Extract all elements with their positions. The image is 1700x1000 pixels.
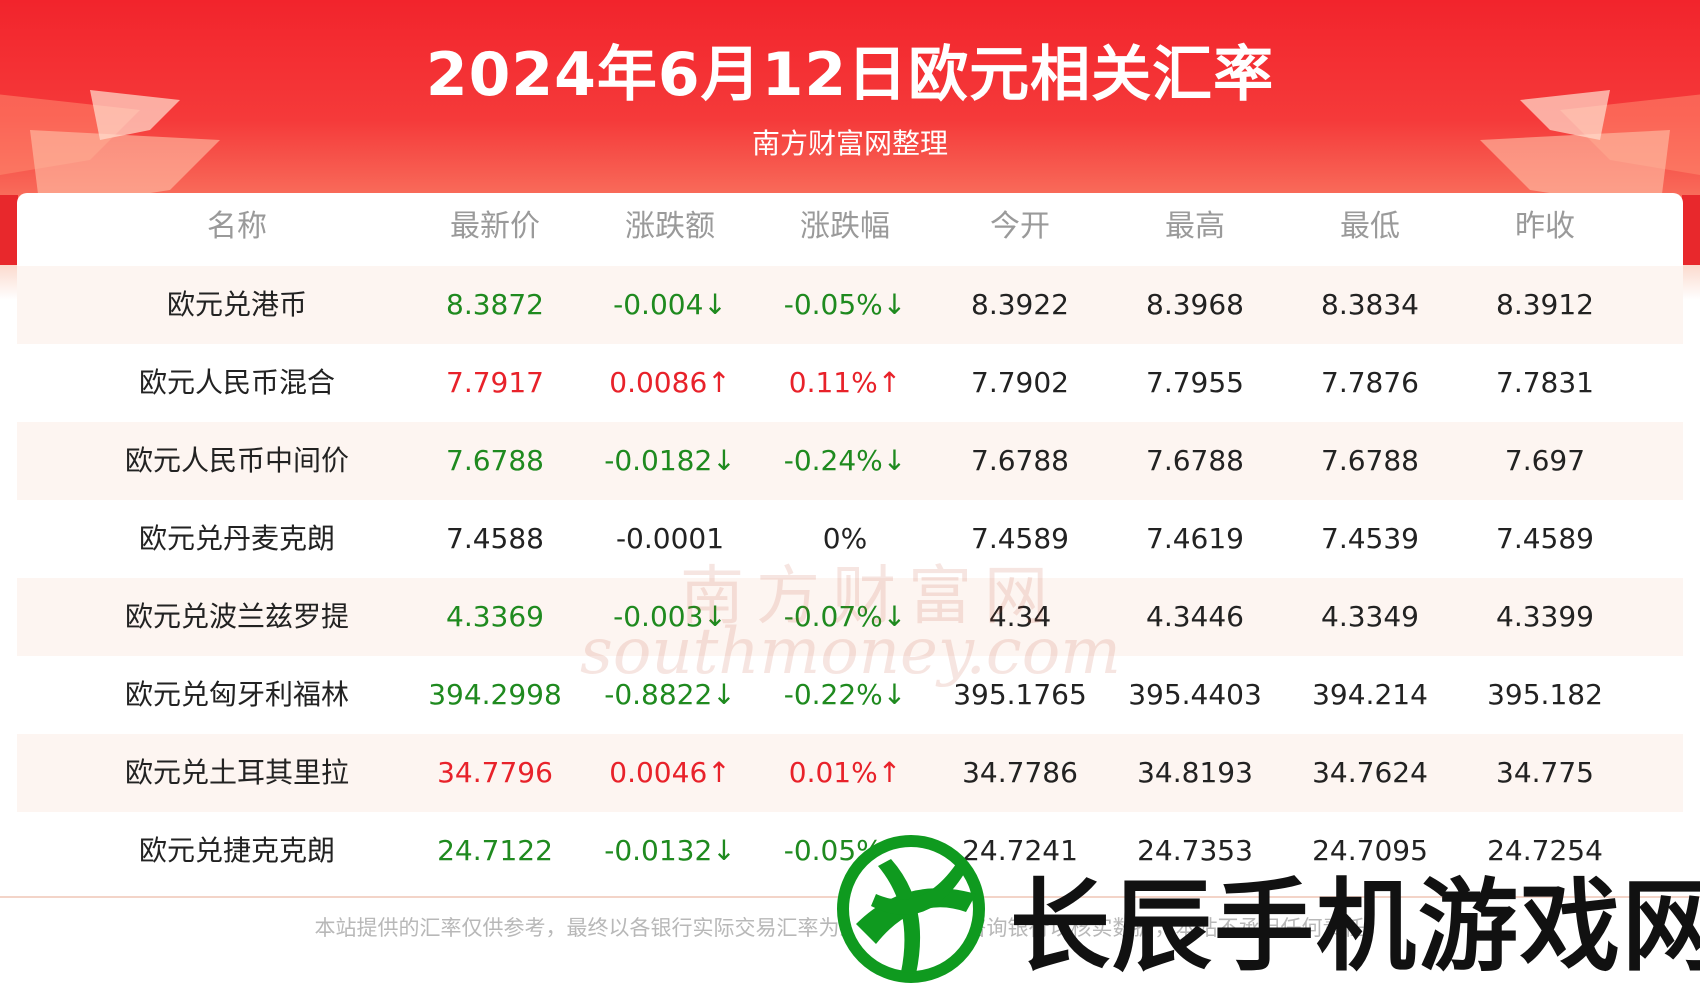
value-cell-latest: 4.3369	[446, 600, 544, 633]
value-cell-pct: 0%	[822, 522, 868, 555]
value-cell-prev: 8.3912	[1496, 288, 1594, 321]
value-cell-prev: 7.7831	[1496, 366, 1594, 399]
value-cell-low: 34.7624	[1312, 756, 1428, 789]
column-header: 最低	[1340, 209, 1400, 244]
value-cell-high: 7.7955	[1146, 366, 1244, 399]
table-header-row: 名称 最新价 涨跌额 涨跌幅 今开 最高 最低 昨收	[17, 188, 1683, 266]
table-row: 欧元兑丹麦克朗 7.4588 -0.0001 0% 7.4589 7.4619 7.4539…	[17, 500, 1683, 578]
value-cell-change: -0.0001	[615, 522, 725, 555]
value-cell-latest: 394.2998	[428, 678, 562, 711]
value-cell-latest: 24.7122	[437, 834, 553, 867]
value-cell-low: 7.7876	[1321, 366, 1419, 399]
value-cell-latest: 7.6788	[446, 444, 544, 477]
table-row: 欧元兑港币 8.3872 -0.004↓ -0.05%↓ 8.3922 8.3968 8.3…	[17, 266, 1683, 344]
value-cell-high: 24.7353	[1137, 834, 1253, 867]
column-header: 今开	[990, 209, 1050, 244]
column-header: 最高	[1165, 209, 1225, 244]
side-accent-right	[1682, 195, 1700, 265]
value-cell-open: 8.3922	[971, 288, 1069, 321]
column-header: 最新价	[450, 209, 540, 244]
value-cell-prev: 4.3399	[1496, 600, 1594, 633]
value-cell-high: 4.3446	[1146, 600, 1244, 633]
value-cell-change: -0.004↓	[613, 288, 727, 321]
value-cell-pct: -0.22%↓	[783, 678, 907, 711]
decorative-arrows-right	[1480, 90, 1700, 210]
value-cell-prev: 395.182	[1487, 678, 1603, 711]
value-cell-open: 24.7241	[962, 834, 1078, 867]
value-cell-prev: 34.775	[1496, 756, 1594, 789]
value-cell-low: 394.214	[1312, 678, 1428, 711]
value-cell-open: 34.7786	[962, 756, 1078, 789]
table-row: 欧元人民币中间价 7.6788 -0.0182↓ -0.24%↓ 7.6788 7.678…	[17, 422, 1683, 500]
value-cell-pct: 0.01%↑	[788, 756, 902, 789]
value-cell-high: 34.8193	[1137, 756, 1253, 789]
page-title: 2024年6月12日欧元相关汇率	[425, 40, 1275, 110]
value-cell-pct: -0.24%↓	[783, 444, 907, 477]
table-row: 欧元兑捷克克朗 24.7122 -0.0132↓ -0.05%↓ 24.7241 24.7…	[17, 812, 1683, 890]
column-header: 涨跌额	[625, 209, 715, 244]
value-cell-latest: 7.7917	[446, 366, 544, 399]
pair-name-cell: 欧元兑土耳其里拉	[124, 756, 349, 789]
value-cell-high: 7.4619	[1146, 522, 1244, 555]
value-cell-pct: 0.11%↑	[788, 366, 902, 399]
value-cell-high: 8.3968	[1146, 288, 1244, 321]
pair-name-cell: 欧元兑捷克克朗	[138, 834, 335, 867]
value-cell-change: 0.0086↑	[609, 366, 731, 399]
pair-name-cell: 欧元人民币混合	[138, 366, 335, 399]
value-cell-high: 7.6788	[1146, 444, 1244, 477]
side-accent-left	[0, 195, 18, 265]
pair-name-cell: 欧元兑港币	[166, 288, 307, 321]
page-subtitle: 南方财富网整理	[751, 127, 948, 160]
value-cell-change: -0.003↓	[613, 600, 727, 633]
value-cell-pct: -0.05%↓	[783, 288, 907, 321]
value-cell-prev: 24.7254	[1487, 834, 1603, 867]
value-cell-low: 4.3349	[1321, 600, 1419, 633]
pair-name-cell: 欧元兑匈牙利福林	[124, 678, 349, 711]
game-site-logo-text: 长辰手机游戏网	[1010, 868, 1700, 985]
value-cell-open: 7.6788	[971, 444, 1069, 477]
table-row: 欧元兑匈牙利福林 394.2998 -0.8822↓ -0.22%↓ 395.1765 3…	[17, 656, 1683, 734]
value-cell-prev: 7.697	[1504, 444, 1586, 477]
value-cell-low: 7.6788	[1321, 444, 1419, 477]
value-cell-low: 7.4539	[1321, 522, 1419, 555]
value-cell-open: 7.4589	[971, 522, 1069, 555]
decorative-arrows-left	[0, 90, 220, 210]
value-cell-change: -0.0132↓	[604, 834, 736, 867]
pair-name-cell: 欧元兑波兰兹罗提	[124, 600, 349, 633]
value-cell-change: -0.8822↓	[604, 678, 736, 711]
table-row: 欧元兑土耳其里拉 34.7796 0.0046↑ 0.01%↑ 34.7786 34.81…	[17, 734, 1683, 812]
pair-name-cell: 欧元兑丹麦克朗	[138, 522, 335, 555]
value-cell-low: 24.7095	[1312, 834, 1428, 867]
value-cell-low: 8.3834	[1321, 288, 1419, 321]
value-cell-change: -0.0182↓	[604, 444, 736, 477]
value-cell-latest: 7.4588	[446, 522, 544, 555]
value-cell-pct: -0.07%↓	[783, 600, 907, 633]
table-row: 欧元兑波兰兹罗提 4.3369 -0.003↓ -0.07%↓ 4.34 4.3446 4.…	[17, 578, 1683, 656]
value-cell-latest: 34.7796	[437, 756, 553, 789]
value-cell-open: 395.1765	[953, 678, 1087, 711]
value-cell-prev: 7.4589	[1496, 522, 1594, 555]
table-row: 欧元人民币混合 7.7917 0.0086↑ 0.11%↑ 7.7902 7.7955 7.…	[17, 344, 1683, 422]
game-site-logo-icon	[837, 835, 985, 983]
value-cell-open: 4.34	[988, 600, 1052, 633]
column-header: 涨跌幅	[800, 209, 890, 244]
value-cell-high: 395.4403	[1128, 678, 1262, 711]
value-cell-open: 7.7902	[971, 366, 1069, 399]
column-header: 昨收	[1515, 209, 1575, 244]
pair-name-cell: 欧元人民币中间价	[124, 444, 349, 477]
value-cell-latest: 8.3872	[446, 288, 544, 321]
column-header: 名称	[207, 209, 267, 244]
value-cell-change: 0.0046↑	[609, 756, 731, 789]
